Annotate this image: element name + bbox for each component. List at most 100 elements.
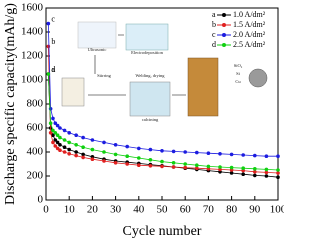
data-point [137, 163, 141, 167]
data-point [46, 72, 51, 76]
data-point [183, 162, 187, 166]
data-point [148, 147, 153, 152]
inset-panel [61, 77, 85, 107]
x-tick-label: 100 [270, 204, 284, 216]
data-point [195, 150, 199, 155]
data-point [113, 143, 118, 147]
data-point [90, 138, 95, 142]
y-axis-label: Discharge specific capacity(mAh/g) [3, 3, 18, 205]
series-letter: c [51, 14, 55, 23]
data-point [253, 170, 257, 174]
x-tick-label: 60 [180, 204, 192, 216]
y-tick-label: 200 [27, 170, 44, 182]
data-point [183, 165, 187, 170]
data-point [229, 171, 234, 175]
data-point [276, 168, 280, 172]
legend-marker [222, 43, 226, 47]
data-point [218, 165, 222, 169]
data-point [171, 165, 176, 169]
x-tick-label: 50 [157, 204, 169, 216]
data-point [81, 145, 85, 149]
x-tick-label: 80 [226, 204, 238, 216]
data-point [81, 155, 85, 160]
data-point [46, 44, 51, 49]
data-point [102, 140, 106, 145]
data-point [125, 162, 129, 166]
data-point [264, 167, 269, 172]
data-point [67, 131, 71, 135]
data-point [46, 21, 51, 26]
legend-letter: d [212, 40, 216, 49]
series-letter: d [51, 65, 55, 74]
inset-label: Electrodeposition [131, 50, 163, 55]
data-point [160, 149, 164, 153]
data-point [62, 138, 67, 142]
data-point [113, 161, 118, 165]
inset-label: Ultrasonic [88, 47, 107, 52]
data-point [62, 150, 67, 154]
data-point [51, 128, 55, 133]
y-tick-label: 1200 [21, 50, 44, 62]
x-tick-label: 70 [203, 204, 215, 216]
inset-arrow [88, 34, 186, 96]
data-point [62, 128, 67, 133]
data-point [229, 152, 234, 157]
data-point [241, 166, 245, 170]
data-point [51, 140, 55, 145]
data-point [195, 163, 199, 167]
data-point [55, 123, 60, 128]
data-point [137, 146, 141, 151]
y-tick-label: 1400 [21, 26, 44, 38]
data-point [48, 131, 53, 135]
legend-label: 1.0 A/dm² [233, 10, 266, 19]
data-point [264, 174, 269, 178]
data-point [113, 152, 118, 157]
inset-panel [129, 81, 171, 117]
data-point [137, 156, 141, 160]
chart: Ultrasonic Electrodeposition Stirring Weldi… [3, 2, 284, 240]
data-point [58, 135, 62, 140]
x-tick-label: 90 [249, 204, 261, 216]
data-point [229, 165, 234, 170]
data-point [81, 152, 85, 157]
legend-label: 2.5 A/dm² [233, 40, 266, 49]
data-point [48, 121, 53, 125]
data-point [51, 116, 55, 121]
data-point [241, 153, 245, 157]
data-point [160, 159, 164, 164]
legend-letter: b [212, 20, 216, 29]
data-point [51, 133, 55, 137]
data-point [102, 159, 106, 163]
x-tick-label: 0 [43, 204, 49, 216]
data-point [58, 143, 62, 147]
inset-diagram [61, 21, 268, 117]
data-point [81, 135, 85, 140]
data-point [206, 164, 211, 169]
legend-letter: a [212, 10, 216, 19]
legend-marker [222, 23, 226, 27]
data-point [67, 152, 71, 156]
data-point [206, 151, 211, 155]
y-tick-label: 400 [27, 146, 44, 158]
data-point [67, 140, 71, 145]
data-point [241, 172, 245, 176]
inset-panel [125, 23, 169, 51]
series-letter: a [51, 65, 55, 74]
data-point [58, 126, 62, 130]
data-point [276, 154, 280, 158]
data-point [253, 153, 257, 158]
data-point [55, 133, 60, 137]
data-point [90, 147, 95, 152]
inset-panel [77, 21, 117, 49]
x-tick-label: 40 [133, 204, 145, 216]
data-point [102, 150, 106, 154]
data-point [48, 107, 53, 111]
data-point [53, 144, 58, 148]
inset-label: Si [236, 71, 241, 76]
inset-label: Welding, drying [135, 73, 165, 79]
legend-letter: c [212, 30, 216, 39]
series-letter: b [51, 37, 55, 46]
data-point [264, 170, 269, 175]
inset-label: Cu [235, 79, 241, 84]
data-point [74, 150, 78, 154]
